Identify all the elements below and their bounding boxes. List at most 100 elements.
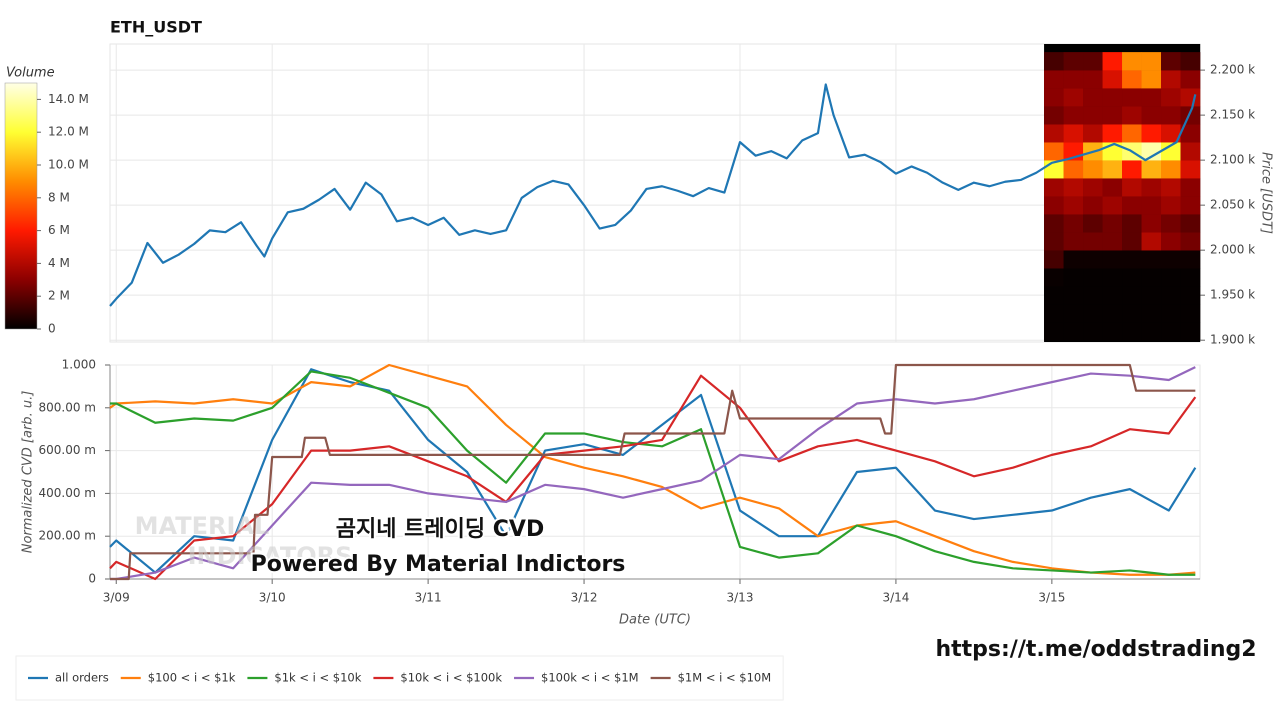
heatmap-cell [1044,88,1064,107]
heatmap-cell [1063,214,1084,233]
heatmap-cell [1161,142,1181,161]
y-tick-label: 2.000 k [1210,243,1255,257]
heatmap-cell [1063,268,1084,287]
y-tick-label: 2.200 k [1210,63,1255,77]
heatmap-cell [1161,160,1181,179]
legend-label: $10k < i < $100k [400,671,502,685]
plot-area [109,364,1201,580]
heatmap-cell [1083,178,1103,197]
heatmap-cell [1063,250,1084,269]
colorbar-tick-label: 0 [48,322,56,336]
x-tick-label: 3/13 [727,591,754,605]
heatmap-cell [1063,178,1084,197]
heatmap-cell [1180,286,1201,305]
heatmap-cell [1083,196,1103,215]
legend-label: $1k < i < $10k [274,671,361,685]
x-tick-label: 3/09 [103,591,130,605]
heatmap-cell [1063,52,1084,71]
heatmap-cell [1180,142,1201,161]
heatmap-cell [1161,322,1181,341]
y-tick-label: 600.00 m [39,443,97,457]
heatmap-cell [1122,286,1142,305]
heatmap-cell [1063,304,1084,323]
heatmap-cell [1102,286,1123,305]
heatmap-cell [1083,286,1103,305]
heatmap-cell [1122,88,1142,107]
heatmap-cell [1161,286,1181,305]
heatmap-cell [1102,88,1123,107]
colorbar-tick-label: 6 M [48,223,70,237]
chart-title: ETH_USDT [110,18,202,37]
heatmap-cell [1180,88,1201,107]
heatmap-cell [1141,178,1162,197]
heatmap-cell [1083,322,1103,341]
heatmap-cell [1161,124,1181,143]
heatmap-cell [1102,70,1123,89]
heatmap-cell [1102,268,1123,287]
heatmap-cell [1063,70,1084,89]
heatmap-cell [1063,286,1084,305]
y-tick-label: 0 [88,572,96,586]
y-axis-label: Normalized CVD [arb. u.] [21,391,36,554]
heatmap-cell [1083,70,1103,89]
heatmap-cell [1161,178,1181,197]
x-tick-label: 3/11 [415,591,442,605]
heatmap-cell [1180,268,1201,287]
heatmap-cell [1141,88,1162,107]
heatmap-cell [1063,88,1084,107]
cvd-line [110,363,1196,581]
colorbar-tick-label: 10.0 M [48,158,89,172]
heatmap-cell [1063,106,1084,125]
heatmap-cell [1083,232,1103,251]
legend-label: $1M < i < $10M [678,671,772,685]
heatmap-cell [1044,124,1064,143]
heatmap-cell [1161,232,1181,251]
heatmap-cell [1122,322,1142,341]
watermark: MATERIAL [135,512,270,540]
heatmap-cell [1044,322,1064,341]
y-tick-label: 2.100 k [1210,153,1255,167]
colorbar-tick-label: 12.0 M [48,125,89,139]
heatmap-cell [1102,178,1123,197]
heatmap-cell [1083,268,1103,287]
heatmap-cell [1044,142,1064,161]
y-tick-label: 1.900 k [1210,333,1255,347]
heatmap-cell [1044,232,1064,251]
heatmap-cell [1141,196,1162,215]
x-tick-label: 3/12 [571,591,598,605]
heatmap-cell [1044,304,1064,323]
heatmap-cell [1083,160,1103,179]
heatmap-cell [1044,196,1064,215]
heatmap-cell [1161,106,1181,125]
legend-label: all orders [55,671,109,685]
y-tick-label: 1.000 [62,358,96,372]
heatmap-cell [1044,268,1064,287]
heatmap-cell [1161,214,1181,233]
heatmap-cell [1122,232,1142,251]
y-axis-label: Price [USDT] [1259,152,1274,234]
heatmap-cell [1102,196,1123,215]
heatmap-cell [1044,250,1064,269]
heatmap-cell [1180,106,1201,125]
heatmap-cell [1083,304,1103,323]
heatmap-cell [1044,178,1064,197]
heatmap-cell [1083,214,1103,233]
heatmap-cell [1141,124,1162,143]
heatmap-cell [1083,106,1103,125]
heatmap-cell [1161,304,1181,323]
price-line [109,83,1197,307]
heatmap-cell [1180,160,1201,179]
heatmap-cell [1063,124,1084,143]
heatmap-cell [1102,214,1123,233]
heatmap-cell [1141,232,1162,251]
heatmap-cell [1180,322,1201,341]
heatmap-cell [1161,250,1181,269]
heatmap-cell [1180,250,1201,269]
plot-area [109,43,1201,343]
x-tick-label: 3/10 [259,591,286,605]
heatmap-cell [1180,70,1201,89]
heatmap-cell [1122,214,1142,233]
heatmap-cell [1122,268,1142,287]
colorbar-tick-label: 4 M [48,256,70,270]
